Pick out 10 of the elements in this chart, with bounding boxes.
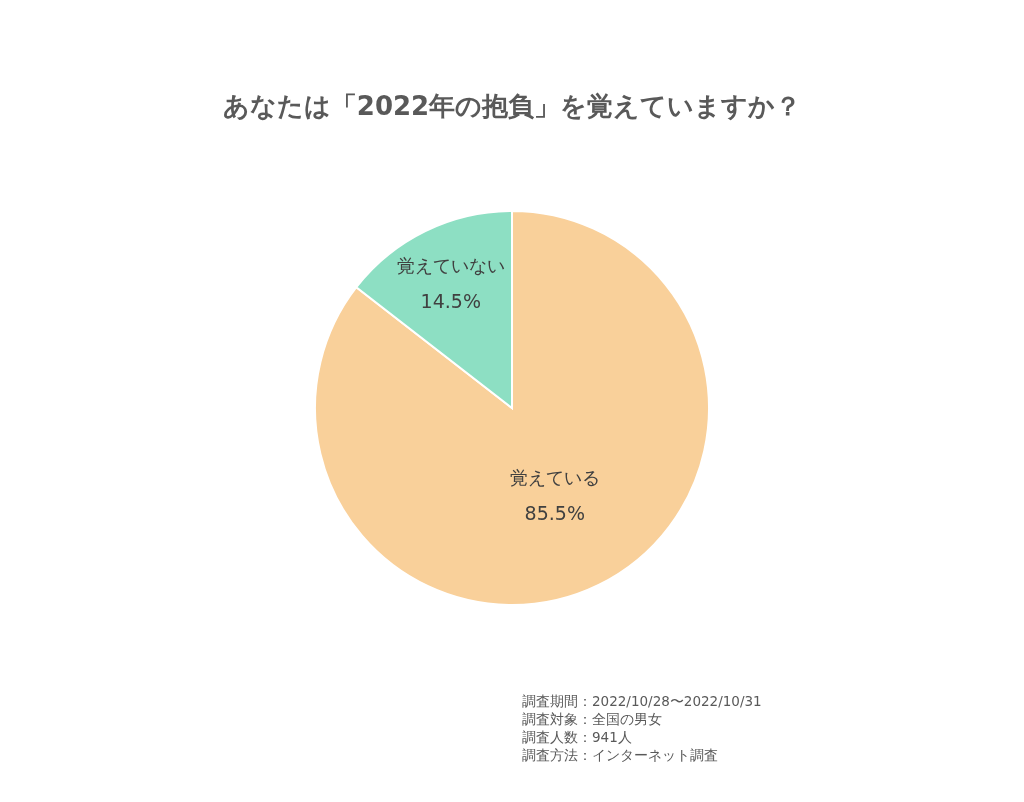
slice-label: 覚えている <box>509 466 600 488</box>
data-label: 85.5% <box>524 502 585 525</box>
text: 調査対象：全国の男女 <box>522 710 663 728</box>
pie-slice <box>314 210 710 606</box>
text: 調査人数：941人 <box>522 728 633 746</box>
text: 調査方法：インターネット調査 <box>522 746 719 764</box>
data-label: 14.5% <box>420 290 481 313</box>
text: 調査期間：2022/10/28〜2022/10/31 <box>522 692 762 710</box>
slice-label: 覚えていない <box>396 254 505 276</box>
chart-title: あなたは「2022年の抱負」を覚えていますか？ <box>221 90 803 123</box>
